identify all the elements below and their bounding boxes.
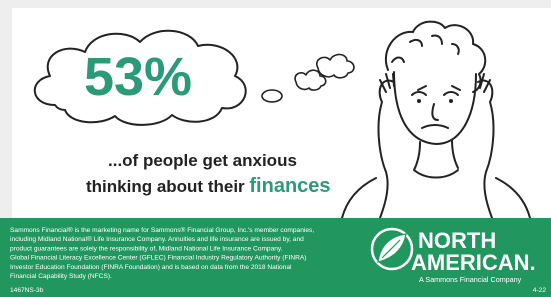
disclaimer-line: Sammons Financial® is the marketing name… bbox=[10, 226, 314, 234]
page: 53% ...of people get anxious thinking ab… bbox=[0, 0, 551, 297]
disclaimer-line: Investor Education Foundation (FINRA Fou… bbox=[10, 264, 292, 271]
headline-prefix: thinking about their bbox=[86, 177, 245, 196]
disclaimer-line: including Midland National® Life Insuran… bbox=[10, 235, 304, 243]
logo-line2: AMERICAN. bbox=[411, 250, 536, 275]
date: 4-22 bbox=[533, 287, 547, 294]
headline-emphasis: finances bbox=[249, 175, 330, 197]
headline-line2: thinking about their finances bbox=[86, 175, 331, 197]
code: 1467NS-3b bbox=[10, 287, 44, 294]
ad: 53% ...of people get anxious thinking ab… bbox=[0, 0, 551, 297]
headline-line1: ...of people get anxious bbox=[108, 151, 297, 170]
logo-tagline: A Sammons Financial Company bbox=[419, 275, 522, 284]
disclaimer-line: Financial Capability Study (NFCS). bbox=[10, 273, 112, 280]
disclaimer-line: product guarantees are solely the respon… bbox=[10, 245, 283, 252]
disclaimer-line: Global Financial Literacy Excellence Cen… bbox=[10, 255, 306, 262]
stat: 53% bbox=[84, 47, 192, 107]
